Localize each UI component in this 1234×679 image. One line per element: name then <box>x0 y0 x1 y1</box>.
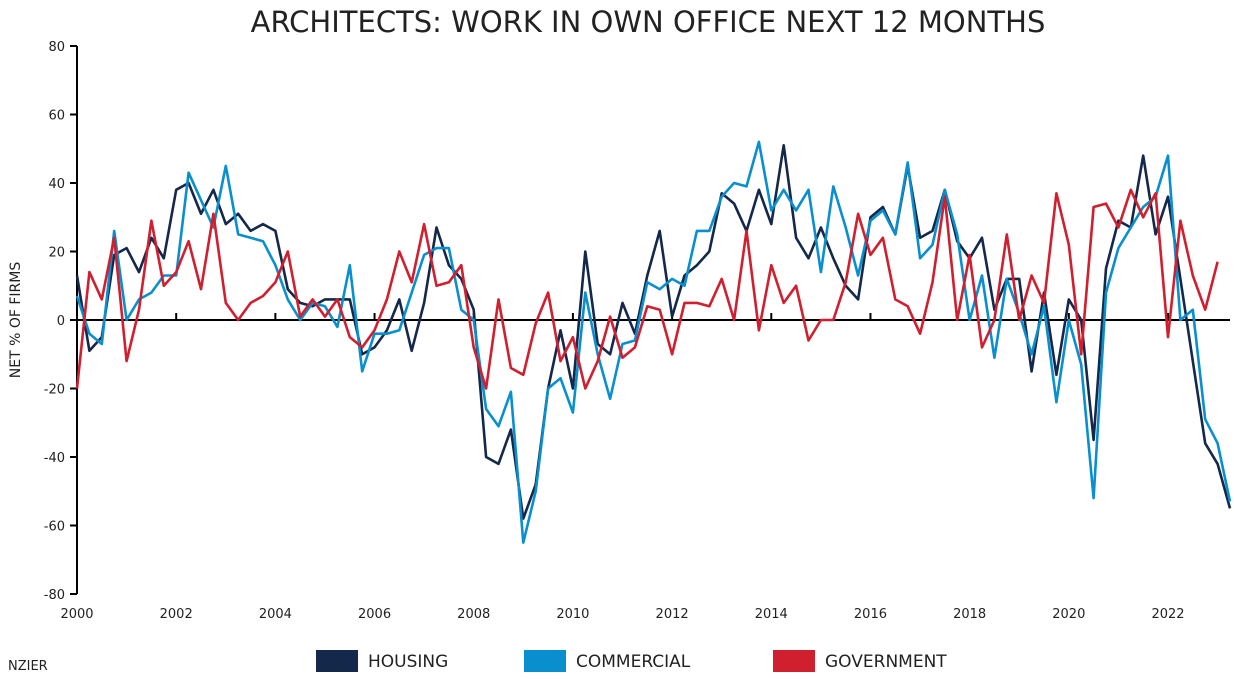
x-tick-label: 2018 <box>953 607 986 622</box>
legend-swatch <box>773 650 815 672</box>
series-line <box>75 140 1232 544</box>
legend-label: HOUSING <box>368 652 448 672</box>
y-tick-label: -40 <box>44 451 65 466</box>
x-tick-label: 2002 <box>160 607 193 622</box>
y-tick-label: -60 <box>44 520 65 535</box>
y-tick-label: -80 <box>44 588 65 603</box>
y-tick-label: 40 <box>48 177 65 192</box>
y-tick-label: 80 <box>48 40 65 55</box>
x-tick-label: 2012 <box>656 607 689 622</box>
y-tick-label: -20 <box>44 383 65 398</box>
legend-swatch <box>316 650 358 672</box>
y-tick-label: 60 <box>48 109 65 124</box>
x-tick-label: 2006 <box>358 607 391 622</box>
series-line <box>75 188 1219 390</box>
source: NZIER <box>8 659 48 674</box>
x-tick-label: 2020 <box>1052 607 1085 622</box>
legend-swatch <box>524 650 566 672</box>
x-tick-label: 2008 <box>457 607 490 622</box>
y-axis-label: NET % OF FIRMS <box>8 262 24 379</box>
y-tick-label: 20 <box>48 246 65 261</box>
x-tick-label: 2022 <box>1151 607 1184 622</box>
x-tick-label: 2010 <box>556 607 589 622</box>
x-tick-label: 2000 <box>60 607 93 622</box>
x-tick-label: 2004 <box>259 607 292 622</box>
x-tick-label: 2014 <box>755 607 788 622</box>
y-tick-label: 0 <box>57 314 65 329</box>
chart-title: ARCHITECTS: WORK IN OWN OFFICE NEXT 12 M… <box>251 5 1046 39</box>
legend-label: GOVERNMENT <box>825 652 947 672</box>
x-tick-label: 2016 <box>854 607 887 622</box>
legend-label: COMMERCIAL <box>576 652 691 672</box>
